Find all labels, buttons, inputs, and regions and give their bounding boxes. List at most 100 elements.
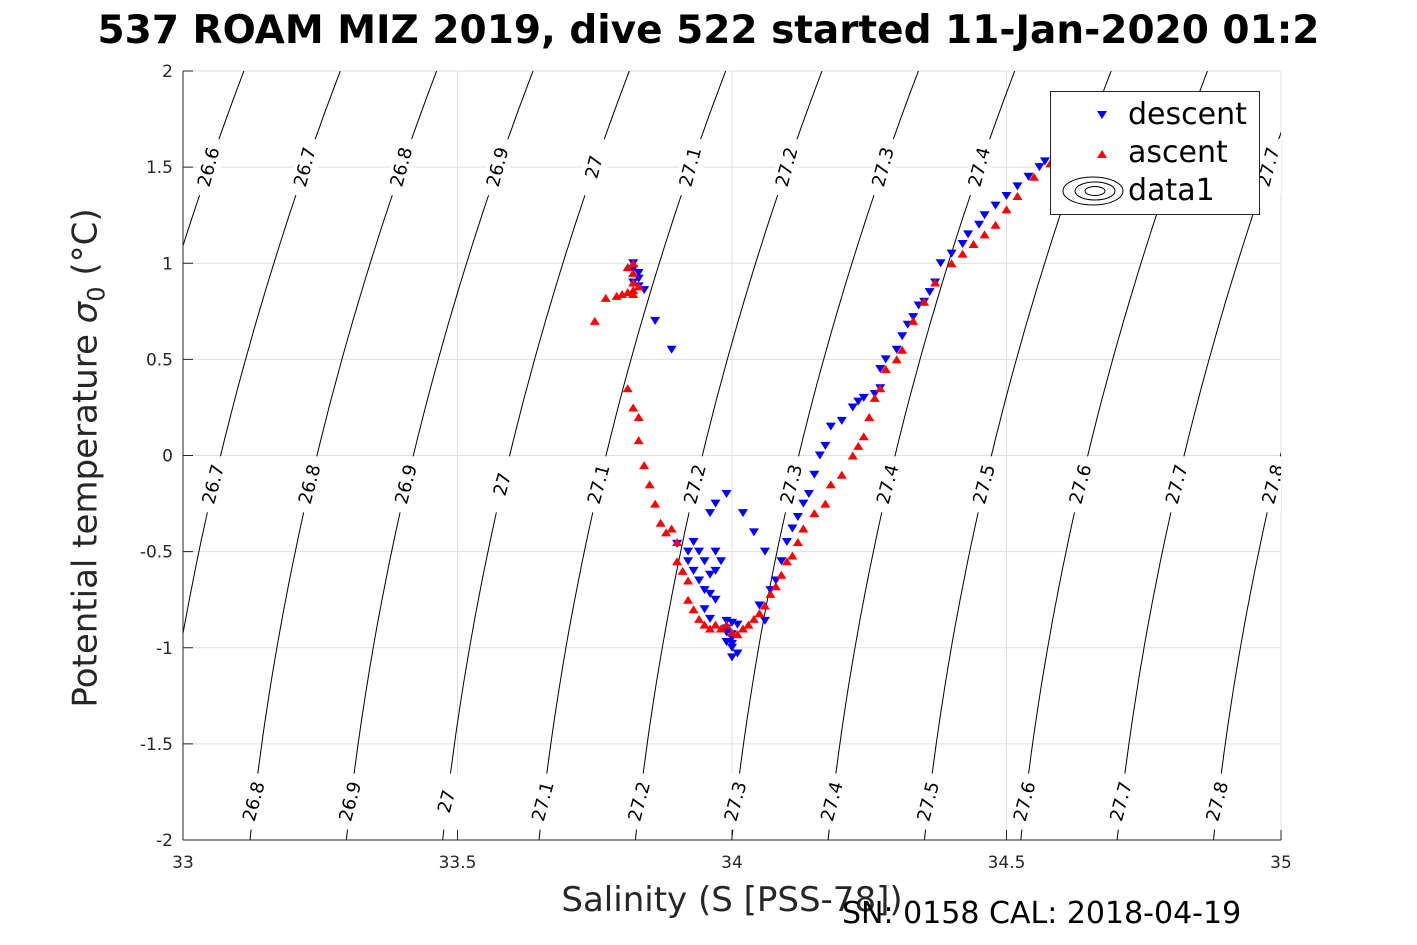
- descent-point: [721, 489, 732, 498]
- descent-point: [705, 589, 716, 598]
- descent-point: [897, 332, 908, 341]
- descent-point: [716, 557, 727, 566]
- contour-label-bg: [678, 139, 703, 196]
- descent-point: [1012, 182, 1023, 191]
- descent-point: [803, 489, 814, 498]
- ascent-point: [820, 499, 831, 508]
- triangle-down-icon: [1097, 111, 1107, 119]
- ascent-point: [787, 551, 798, 560]
- descent-point: [666, 345, 677, 354]
- ascent-point: [705, 624, 716, 633]
- contour-label-bg: [627, 773, 652, 830]
- descent-point: [688, 538, 699, 547]
- descent-point: [759, 616, 770, 625]
- contour-label-bg: [779, 456, 804, 513]
- ascent-point: [661, 528, 672, 537]
- descent-point: [699, 557, 710, 566]
- descent-point: [683, 557, 694, 566]
- descent-point: [781, 538, 792, 547]
- ascent-point: [1012, 191, 1023, 200]
- ascent-point: [743, 620, 754, 629]
- ascent-point: [759, 601, 770, 610]
- descent-point: [979, 211, 990, 220]
- descent-point: [792, 513, 803, 522]
- contour-label-bg: [1165, 456, 1190, 513]
- ascent-point: [639, 461, 650, 470]
- contour-label-bg: [389, 139, 414, 196]
- descent-point: [853, 397, 864, 406]
- descent-point: [858, 393, 869, 402]
- descent-point: [963, 230, 974, 239]
- contour-label-bg: [435, 773, 460, 830]
- ascent-point: [853, 441, 864, 450]
- ascent-point: [737, 624, 748, 633]
- contour-icon: [1062, 176, 1124, 206]
- contour-label-bg: [1205, 773, 1230, 830]
- legend[interactable]: descent ascent data1: [1050, 91, 1260, 215]
- descent-point: [699, 605, 710, 614]
- contour-label-bg: [820, 773, 845, 830]
- contour-label-bg: [1261, 456, 1281, 513]
- descent-point: [732, 649, 743, 658]
- descent-point: [699, 586, 710, 595]
- contour-label-bg: [293, 139, 318, 196]
- descent-point: [946, 249, 957, 258]
- descent-point: [825, 422, 836, 431]
- descent-point: [1039, 157, 1050, 166]
- ascent-point: [589, 316, 600, 325]
- contour-label-bg: [197, 139, 222, 196]
- ascent-point: [809, 509, 820, 518]
- descent-point: [694, 576, 705, 585]
- ascent-point: [622, 263, 633, 272]
- legend-item-descent[interactable]: descent: [1051, 96, 1259, 134]
- contour-label-bg: [394, 456, 419, 513]
- ascent-point: [732, 630, 743, 639]
- isopycnal-line: [1212, 451, 1281, 840]
- y-tick-label: -1: [156, 639, 173, 659]
- ascent-point: [600, 293, 611, 302]
- descent-point: [705, 614, 716, 623]
- contour-label-bg: [871, 139, 896, 196]
- descent-point: [990, 201, 1001, 210]
- ascent-point: [908, 316, 919, 325]
- ascent-point: [628, 290, 639, 299]
- x-tick-label: 34.5: [988, 853, 1026, 873]
- descent-point: [809, 470, 820, 479]
- y-tick-label: 2: [162, 62, 173, 82]
- contour-label-bg: [1256, 139, 1281, 196]
- isopycnal-line: [0, 61, 151, 849]
- legend-item-ascent[interactable]: ascent: [1051, 134, 1259, 172]
- ascent-point: [1001, 205, 1012, 214]
- descent-point: [710, 499, 721, 508]
- ascent-point: [875, 384, 886, 393]
- ascent-point: [930, 278, 941, 287]
- y-tick-label: -2: [156, 831, 173, 851]
- contour-label-bg: [775, 139, 800, 196]
- x-tick-label: 33: [172, 853, 194, 873]
- contour-label-bg: [724, 773, 749, 830]
- data-points: [589, 157, 1056, 662]
- contour-label-bg: [876, 456, 901, 513]
- descent-point: [880, 355, 891, 364]
- descent-point: [732, 620, 743, 629]
- descent-point: [727, 653, 737, 662]
- legend-label: data1: [1128, 173, 1215, 208]
- ascent-point: [710, 620, 721, 629]
- ascent-point: [622, 384, 633, 393]
- descent-point: [710, 566, 721, 575]
- ascent-point: [683, 595, 694, 604]
- contour-label-bg: [972, 456, 997, 513]
- ascent-point: [825, 480, 836, 489]
- contour-label-bg: [683, 456, 708, 513]
- descent-point: [688, 566, 699, 575]
- ascent-point: [633, 413, 644, 422]
- descent-point: [787, 524, 798, 533]
- descent-point: [1001, 191, 1012, 200]
- ascent-point: [891, 355, 902, 364]
- ascent-point: [628, 259, 639, 268]
- contour-label-bg: [338, 773, 363, 830]
- ascent-point: [672, 557, 683, 566]
- legend-item-data1[interactable]: data1: [1051, 172, 1259, 210]
- legend-label: descent: [1128, 97, 1247, 132]
- ascent-point: [628, 403, 639, 412]
